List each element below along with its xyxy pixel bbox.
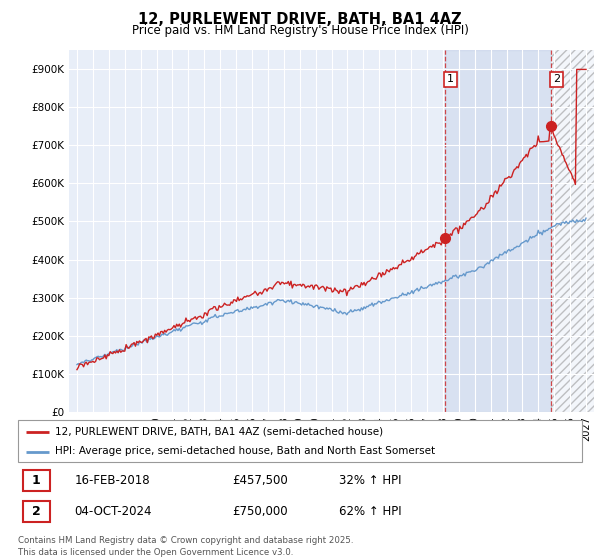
Text: 1: 1 [32, 474, 40, 487]
Text: £457,500: £457,500 [232, 474, 288, 487]
Text: 16-FEB-2018: 16-FEB-2018 [74, 474, 150, 487]
FancyBboxPatch shape [23, 470, 50, 491]
Text: 2: 2 [553, 74, 560, 85]
Text: 12, PURLEWENT DRIVE, BATH, BA1 4AZ (semi-detached house): 12, PURLEWENT DRIVE, BATH, BA1 4AZ (semi… [55, 427, 383, 437]
Text: £750,000: £750,000 [232, 505, 288, 519]
Text: 32% ↑ HPI: 32% ↑ HPI [340, 474, 402, 487]
Text: 12, PURLEWENT DRIVE, BATH, BA1 4AZ: 12, PURLEWENT DRIVE, BATH, BA1 4AZ [138, 12, 462, 27]
Bar [551, 50, 594, 412]
Text: Price paid vs. HM Land Registry's House Price Index (HPI): Price paid vs. HM Land Registry's House … [131, 24, 469, 36]
Bar [551, 50, 594, 412]
Bar [445, 50, 551, 412]
Text: 62% ↑ HPI: 62% ↑ HPI [340, 505, 402, 519]
FancyBboxPatch shape [18, 420, 582, 462]
Text: 04-OCT-2024: 04-OCT-2024 [74, 505, 152, 519]
Text: HPI: Average price, semi-detached house, Bath and North East Somerset: HPI: Average price, semi-detached house,… [55, 446, 435, 456]
Text: Contains HM Land Registry data © Crown copyright and database right 2025.
This d: Contains HM Land Registry data © Crown c… [18, 536, 353, 557]
Text: 1: 1 [447, 74, 454, 85]
Text: 2: 2 [32, 505, 40, 519]
FancyBboxPatch shape [23, 501, 50, 522]
